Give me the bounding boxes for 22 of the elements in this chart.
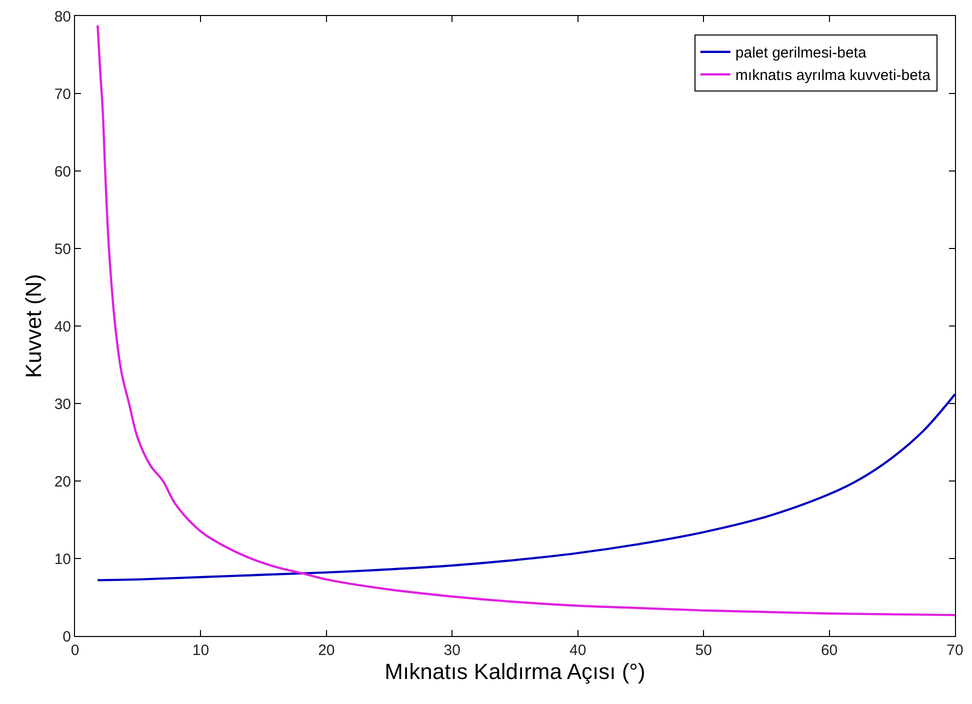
x-tick-label: 40	[570, 642, 586, 659]
y-axis-title: Kuvvet (N)	[21, 274, 46, 378]
y-tick-label: 30	[54, 396, 71, 413]
legend-label: mıknatıs ayrılma kuvveti-beta	[735, 67, 932, 84]
x-tick-label: 50	[695, 642, 712, 659]
line-series	[96, 24, 955, 616]
y-tick-label: 60	[54, 163, 71, 180]
y-tick-label: 50	[54, 240, 71, 258]
x-tick-label: 30	[444, 642, 460, 659]
x-tick-label: 60	[820, 642, 838, 659]
line-series	[96, 393, 955, 582]
x-tick-label: 10	[192, 642, 210, 659]
x-axis-title: Mıknatıs Kaldırma Açısı (°)	[384, 659, 646, 684]
x-tick-label: 70	[946, 642, 964, 659]
y-tick-label: 10	[54, 550, 71, 568]
y-tick-label: 70	[54, 86, 71, 103]
x-tick-label: 20	[318, 642, 335, 659]
y-tick-label: 20	[54, 473, 71, 490]
y-tick-label: 80	[54, 8, 71, 26]
y-tick-label: 0	[62, 628, 71, 646]
y-tick-label: 40	[54, 318, 71, 336]
legend-label: palet gerilmesi-beta	[735, 44, 867, 62]
